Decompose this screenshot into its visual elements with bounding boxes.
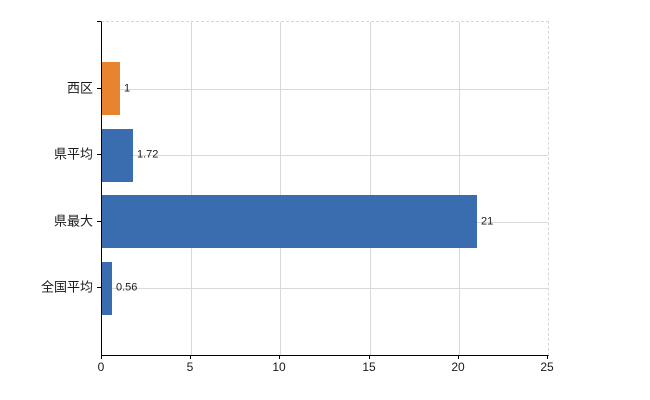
- category-label: 県平均: [53, 146, 93, 162]
- bar-2: [102, 195, 477, 248]
- x-axis-tick-label: 25: [540, 360, 554, 374]
- bar-value-label: 1: [124, 82, 131, 95]
- x-axis-tick-label: 0: [97, 360, 105, 374]
- bar-value-label: 0.56: [116, 281, 138, 294]
- horizontal-gridline: [102, 89, 548, 90]
- horizontal-gridline: [102, 155, 548, 156]
- y-axis-tick: [97, 88, 101, 89]
- x-axis-tick: [458, 355, 459, 359]
- y-axis-tick: [97, 221, 101, 222]
- vertical-gridline: [458, 22, 460, 355]
- x-axis-tick: [369, 355, 370, 359]
- bar-value-label: 1.72: [137, 148, 159, 161]
- x-axis-tick: [547, 355, 548, 359]
- y-axis-tick: [97, 287, 101, 288]
- plot-area: 1 1.72 21 0.56: [101, 21, 549, 356]
- x-axis-tick: [190, 355, 191, 359]
- vertical-gridline: [369, 22, 371, 355]
- bar-1: [102, 129, 133, 182]
- vertical-gridline: [280, 22, 282, 355]
- y-axis-tick: [97, 154, 101, 155]
- x-axis-tick-label: 5: [186, 360, 194, 374]
- bar-0: [102, 62, 120, 115]
- category-label: 西区: [66, 80, 93, 96]
- vertical-gridline: [191, 22, 193, 355]
- category-label: 全国平均: [40, 279, 93, 295]
- x-axis-tick: [101, 355, 102, 359]
- y-axis-end-tick: [97, 21, 101, 22]
- category-label: 県最大: [53, 213, 93, 229]
- bar-value-label: 21: [481, 215, 494, 228]
- x-axis-tick: [279, 355, 280, 359]
- horizontal-gridline: [102, 288, 548, 289]
- x-axis-tick-label: 10: [272, 360, 286, 374]
- x-axis-tick-label: 15: [362, 360, 376, 374]
- x-axis-tick-label: 20: [451, 360, 465, 374]
- bar-3: [102, 262, 112, 315]
